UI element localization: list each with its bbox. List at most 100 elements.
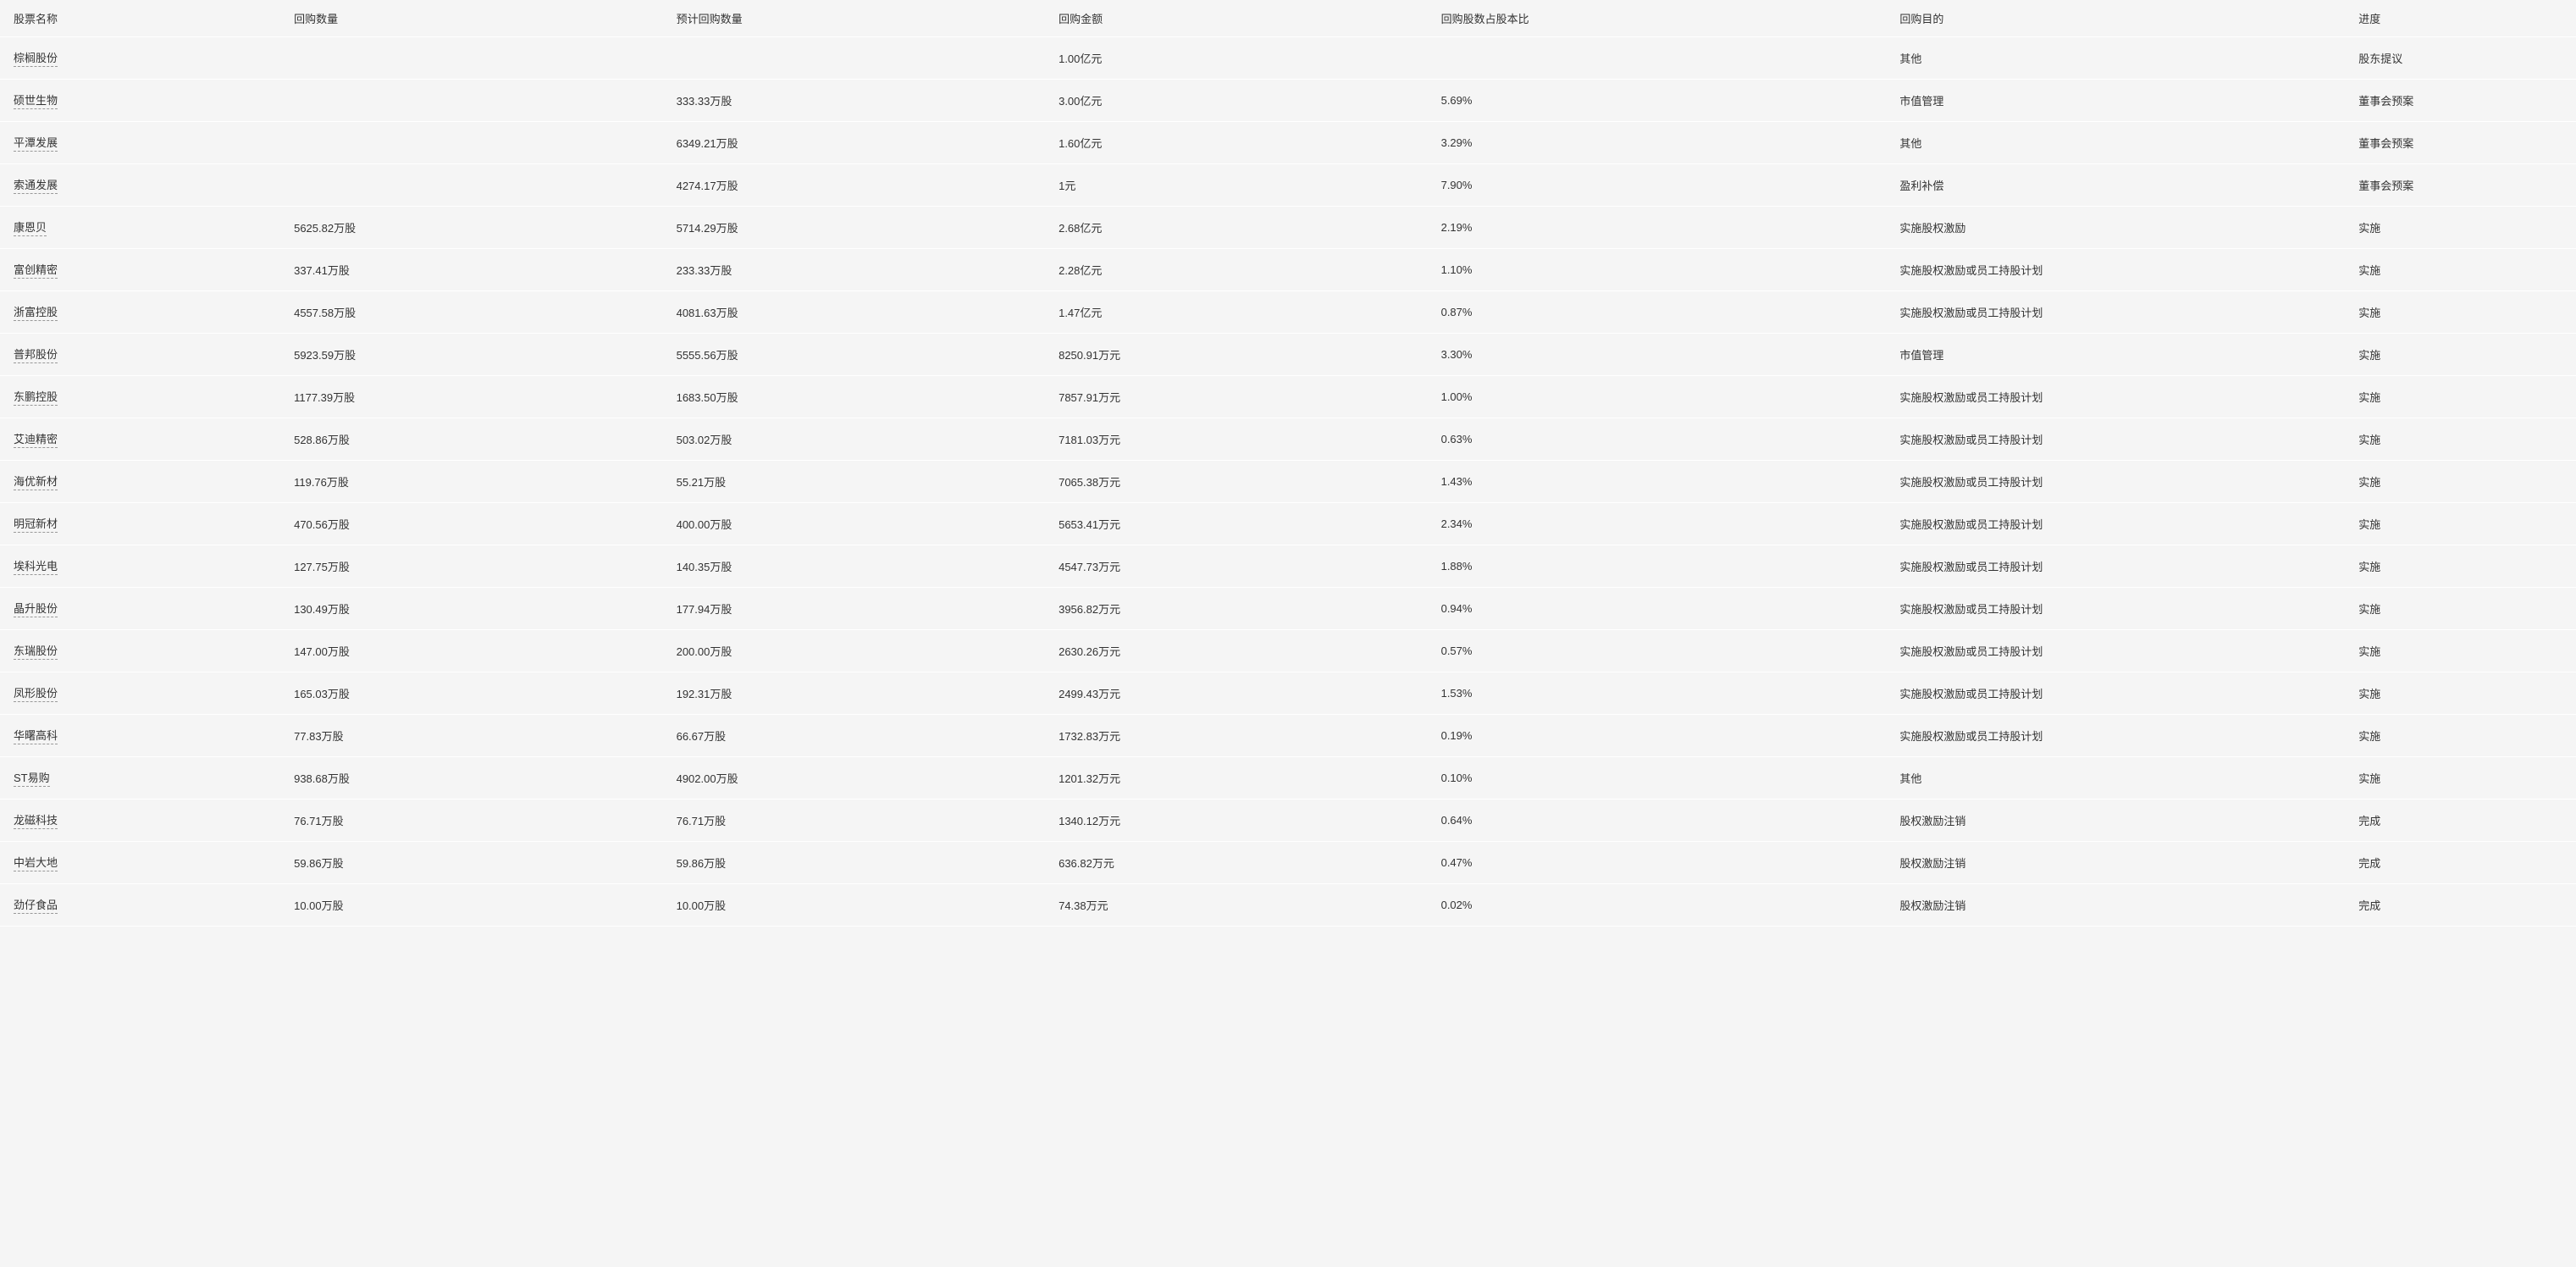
cell-buyback-qty: 528.86万股 (294, 431, 677, 447)
cell-stock-name: 华曙高科 (14, 727, 294, 744)
header-share-ratio[interactable]: 回购股数占股本比 (1441, 10, 1900, 26)
header-buyback-qty[interactable]: 回购数量 (294, 10, 677, 26)
cell-share-ratio: 1.43% (1441, 475, 1900, 488)
cell-share-ratio: 0.63% (1441, 433, 1900, 445)
stock-name-link[interactable]: 艾迪精密 (14, 430, 58, 448)
cell-share-ratio: 1.10% (1441, 263, 1900, 276)
cell-stock-name: 索通发展 (14, 176, 294, 194)
cell-buyback-amount: 1201.32万元 (1059, 770, 1441, 786)
cell-buyback-qty: 147.00万股 (294, 643, 677, 659)
cell-buyback-amount: 7857.91万元 (1059, 389, 1441, 405)
cell-stock-name: 晶升股份 (14, 600, 294, 617)
cell-buyback-purpose: 市值管理 (1899, 92, 2358, 108)
table-row: 艾迪精密528.86万股503.02万股7181.03万元0.63%实施股权激励… (0, 418, 2576, 461)
stock-name-link[interactable]: 海优新材 (14, 473, 58, 490)
cell-buyback-amount: 8250.91万元 (1059, 346, 1441, 362)
cell-est-buyback-qty: 5714.29万股 (677, 219, 1059, 235)
table-row: 康恩贝5625.82万股5714.29万股2.68亿元2.19%实施股权激励实施 (0, 207, 2576, 249)
cell-est-buyback-qty: 4902.00万股 (677, 770, 1059, 786)
cell-est-buyback-qty: 400.00万股 (677, 516, 1059, 532)
table-row: ST易购938.68万股4902.00万股1201.32万元0.10%其他实施 (0, 757, 2576, 799)
cell-est-buyback-qty: 4274.17万股 (677, 177, 1059, 193)
cell-progress: 完成 (2358, 897, 2562, 913)
cell-buyback-amount: 1340.12万元 (1059, 812, 1441, 828)
cell-buyback-purpose: 其他 (1899, 770, 2358, 786)
header-buyback-amount[interactable]: 回购金额 (1059, 10, 1441, 26)
cell-buyback-amount: 1.60亿元 (1059, 135, 1441, 151)
cell-buyback-purpose: 实施股权激励或员工持股计划 (1899, 262, 2358, 278)
cell-stock-name: 东瑞股份 (14, 642, 294, 660)
stock-name-link[interactable]: 劲仔食品 (14, 896, 58, 914)
stock-name-link[interactable]: 龙磁科技 (14, 811, 58, 829)
table-row: 索通发展4274.17万股1元7.90%盈利补偿董事会预案 (0, 164, 2576, 207)
stock-name-link[interactable]: 明冠新材 (14, 515, 58, 533)
cell-stock-name: 东鹏控股 (14, 388, 294, 406)
cell-buyback-purpose: 实施股权激励或员工持股计划 (1899, 558, 2358, 574)
cell-buyback-qty: 4557.58万股 (294, 304, 677, 320)
cell-share-ratio: 3.29% (1441, 136, 1900, 149)
cell-buyback-qty: 127.75万股 (294, 558, 677, 574)
cell-stock-name: 中岩大地 (14, 854, 294, 871)
cell-share-ratio: 2.34% (1441, 517, 1900, 530)
table-row: 凤形股份165.03万股192.31万股2499.43万元1.53%实施股权激励… (0, 672, 2576, 715)
cell-buyback-qty: 470.56万股 (294, 516, 677, 532)
cell-progress: 实施 (2358, 600, 2562, 617)
table-row: 浙富控股4557.58万股4081.63万股1.47亿元0.87%实施股权激励或… (0, 291, 2576, 334)
cell-est-buyback-qty: 333.33万股 (677, 92, 1059, 108)
cell-buyback-qty: 130.49万股 (294, 600, 677, 617)
header-est-buyback-qty[interactable]: 预计回购数量 (677, 10, 1059, 26)
cell-buyback-purpose: 实施股权激励或员工持股计划 (1899, 431, 2358, 447)
stock-name-link[interactable]: 凤形股份 (14, 684, 58, 702)
cell-buyback-amount: 2.68亿元 (1059, 219, 1441, 235)
header-progress[interactable]: 进度 (2358, 10, 2562, 26)
header-buyback-purpose[interactable]: 回购目的 (1899, 10, 2358, 26)
cell-est-buyback-qty: 55.21万股 (677, 473, 1059, 490)
stock-name-link[interactable]: 普邦股份 (14, 346, 58, 363)
cell-buyback-amount: 7065.38万元 (1059, 473, 1441, 490)
cell-buyback-qty: 5923.59万股 (294, 346, 677, 362)
cell-progress: 实施 (2358, 643, 2562, 659)
stock-name-link[interactable]: 富创精密 (14, 261, 58, 279)
cell-share-ratio: 1.53% (1441, 687, 1900, 700)
cell-stock-name: 富创精密 (14, 261, 294, 279)
cell-buyback-purpose: 实施股权激励或员工持股计划 (1899, 473, 2358, 490)
cell-est-buyback-qty: 233.33万股 (677, 262, 1059, 278)
cell-buyback-qty: 5625.82万股 (294, 219, 677, 235)
cell-stock-name: 龙磁科技 (14, 811, 294, 829)
cell-buyback-purpose: 盈利补偿 (1899, 177, 2358, 193)
stock-name-link[interactable]: 晶升股份 (14, 600, 58, 617)
stock-name-link[interactable]: 棕榈股份 (14, 49, 58, 67)
stock-name-link[interactable]: 康恩贝 (14, 219, 47, 236)
cell-progress: 实施 (2358, 219, 2562, 235)
stock-name-link[interactable]: 东瑞股份 (14, 642, 58, 660)
cell-share-ratio: 1.88% (1441, 560, 1900, 573)
cell-stock-name: 棕榈股份 (14, 49, 294, 67)
table-row: 华曙高科77.83万股66.67万股1732.83万元0.19%实施股权激励或员… (0, 715, 2576, 757)
table-body: 棕榈股份1.00亿元其他股东提议硕世生物333.33万股3.00亿元5.69%市… (0, 37, 2576, 927)
stock-name-link[interactable]: 硕世生物 (14, 91, 58, 109)
cell-buyback-qty: 10.00万股 (294, 897, 677, 913)
stock-name-link[interactable]: 索通发展 (14, 176, 58, 194)
cell-progress: 实施 (2358, 389, 2562, 405)
cell-share-ratio: 7.90% (1441, 179, 1900, 191)
table-row: 东瑞股份147.00万股200.00万股2630.26万元0.57%实施股权激励… (0, 630, 2576, 672)
cell-progress: 实施 (2358, 558, 2562, 574)
stock-name-link[interactable]: 浙富控股 (14, 303, 58, 321)
cell-est-buyback-qty: 66.67万股 (677, 728, 1059, 744)
stock-name-link[interactable]: 东鹏控股 (14, 388, 58, 406)
cell-buyback-purpose: 实施股权激励或员工持股计划 (1899, 389, 2358, 405)
cell-buyback-amount: 1.00亿元 (1059, 50, 1441, 66)
cell-buyback-qty: 337.41万股 (294, 262, 677, 278)
stock-name-link[interactable]: 中岩大地 (14, 854, 58, 871)
table-row: 普邦股份5923.59万股5555.56万股8250.91万元3.30%市值管理… (0, 334, 2576, 376)
stock-name-link[interactable]: ST易购 (14, 769, 50, 787)
cell-buyback-purpose: 实施股权激励或员工持股计划 (1899, 685, 2358, 701)
cell-stock-name: 海优新材 (14, 473, 294, 490)
cell-est-buyback-qty: 6349.21万股 (677, 135, 1059, 151)
stock-name-link[interactable]: 平潭发展 (14, 134, 58, 152)
table-row: 硕世生物333.33万股3.00亿元5.69%市值管理董事会预案 (0, 80, 2576, 122)
header-stock-name[interactable]: 股票名称 (14, 10, 294, 26)
cell-share-ratio: 0.02% (1441, 899, 1900, 911)
stock-name-link[interactable]: 埃科光电 (14, 557, 58, 575)
stock-name-link[interactable]: 华曙高科 (14, 727, 58, 744)
